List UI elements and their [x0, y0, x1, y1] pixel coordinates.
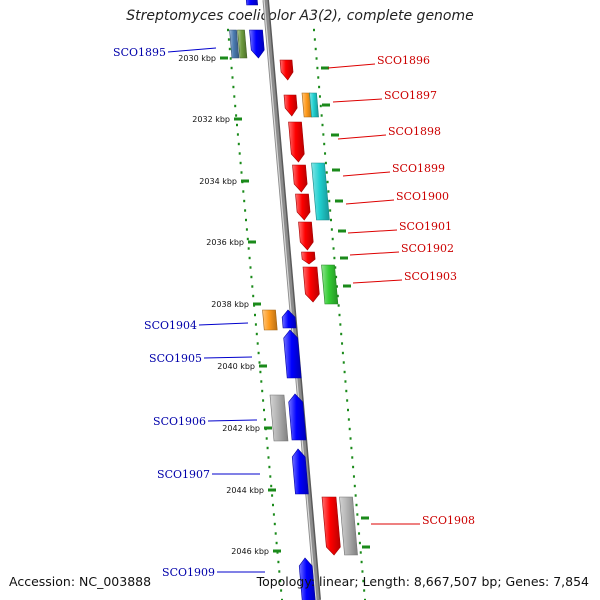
gene-sco1900 [295, 193, 311, 221]
kbp-tick-label: 2038 kbp [211, 300, 249, 309]
right-guide-tick [322, 103, 330, 107]
gene-sco1906 [288, 393, 307, 441]
left-label-leader [167, 47, 217, 53]
gene-sco1902 [301, 251, 316, 265]
right-label-leader [345, 199, 395, 205]
accession-label: Accession: NC_003888 [9, 574, 152, 589]
kbp-tick-mark [259, 364, 267, 368]
right-label-leader [349, 251, 400, 256]
right-label-leader [342, 171, 391, 177]
kbp-tick-label: 2036 kbp [206, 238, 244, 247]
gene-sco1907 [291, 448, 309, 495]
left-gene-label: SCO1907 [157, 468, 210, 481]
gene-block-gray [339, 496, 358, 556]
right-gene-label: SCO1902 [401, 242, 454, 255]
genome-backbone [262, 0, 321, 600]
kbp-tick-label: 2030 kbp [178, 54, 216, 63]
left-gene-label: SCO1895 [113, 46, 166, 59]
right-gene-label: SCO1897 [384, 89, 437, 102]
right-guide-tick [361, 516, 369, 520]
right-gene-label: SCO1899 [392, 162, 445, 175]
gene-block-green [321, 264, 339, 305]
gene-block-cyan [309, 92, 319, 118]
left-dotted-guide [227, 28, 283, 600]
right-guide-tick [338, 229, 346, 233]
gene-sco1908 [321, 496, 341, 556]
right-gene-label: SCO1901 [399, 220, 452, 233]
right-guide-tick [321, 66, 329, 70]
kbp-tick-mark [234, 117, 242, 121]
right-guide-tick [331, 133, 339, 137]
gene-top-partial [245, 0, 259, 6]
kbp-tick-mark [220, 56, 228, 60]
right-label-leader [347, 229, 398, 234]
right-guide-tick [335, 199, 343, 203]
gene-sco1896 [279, 59, 294, 81]
gene-sco1899 [292, 164, 308, 193]
gene-sco1897 [283, 94, 298, 117]
kbp-tick-label: 2034 kbp [199, 177, 237, 186]
right-guide-tick [343, 284, 351, 288]
left-gene-label: SCO1904 [144, 319, 197, 332]
left-label-leader [198, 322, 249, 326]
gene-sco1895 [249, 29, 265, 59]
kbp-tick-mark [264, 426, 272, 430]
kbp-tick-label: 2042 kbp [222, 424, 260, 433]
kbp-tick-mark [273, 549, 281, 553]
kbp-tick-label: 2032 kbp [192, 115, 230, 124]
left-gene-label: SCO1909 [162, 566, 215, 579]
left-gene-label: SCO1905 [149, 352, 202, 365]
left-label-leader [203, 356, 253, 359]
right-label-leader [332, 98, 383, 103]
kbp-tick-mark [241, 179, 249, 183]
kbp-tick-label: 2044 kbp [226, 486, 264, 495]
gene-sco1901 [298, 221, 314, 251]
gene-sco1898 [288, 121, 305, 163]
left-label-leader [207, 419, 258, 422]
kbp-tick-label: 2040 kbp [217, 362, 255, 371]
gene-block-cyan [311, 162, 330, 221]
genome-title: Streptomyces coelicolor A3(2), complete … [126, 8, 474, 24]
kbp-tick-mark [268, 488, 276, 492]
right-guide-tick [340, 256, 348, 260]
gene-block-olive [237, 29, 248, 59]
right-gene-label: SCO1898 [388, 125, 441, 138]
right-guide-tick [362, 545, 370, 549]
right-gene-label: SCO1908 [422, 514, 475, 527]
right-label-leader [327, 63, 376, 69]
kbp-tick-mark [253, 302, 261, 306]
gene-sco1909 [298, 557, 316, 600]
right-gene-label: SCO1903 [404, 270, 457, 283]
right-gene-label: SCO1900 [396, 190, 449, 203]
right-label-leader [352, 279, 403, 284]
right-gene-label: SCO1896 [377, 54, 430, 67]
left-gene-label: SCO1906 [153, 415, 206, 428]
genome-summary-label: Topology: linear; Length: 8,667,507 bp; … [256, 574, 589, 589]
gene-sco1904 [281, 309, 297, 329]
kbp-tick-label: 2046 kbp [231, 547, 269, 556]
gene-block-gray [269, 394, 289, 442]
gene-block-orange [262, 309, 278, 331]
right-dotted-guide [313, 28, 366, 600]
kbp-tick-mark [248, 240, 256, 244]
right-guide-tick [332, 168, 340, 172]
right-label-leader [337, 134, 387, 140]
gene-sco1905 [283, 329, 302, 379]
gene-block-steel [229, 29, 240, 59]
gene-sco1903 [302, 266, 320, 303]
